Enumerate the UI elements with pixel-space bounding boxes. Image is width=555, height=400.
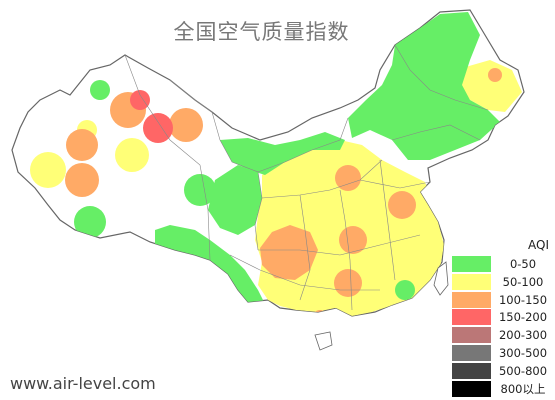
legend-item: 50-100 [452,273,553,290]
aqi-zone-100-150-guangxi [312,310,328,316]
legend-item: 800以上 [452,380,553,397]
legend-item: 100-150 [452,291,553,308]
aqi-zone-0-50-north [220,132,345,175]
aqi-zone-150-200-turpan [143,113,173,143]
aqi-zone-100-150-hami [169,108,203,142]
legend-swatch [452,380,491,397]
aqi-legend: AQI 0-50 50-100 100-150 150-200 200-300 300-5… [452,238,553,398]
aqi-zone-100-150-sichuan [260,225,318,280]
legend-swatch [452,291,491,308]
aqi-zone-100-150-heilongjiang [488,68,502,82]
legend-label: 300-500 [498,346,548,360]
aqi-zone-100-150-hubei [339,226,367,254]
map-title: 全国空气质量指数 [173,20,350,44]
legend-label: 100-150 [498,292,548,307]
legend-item: 300-500 [452,344,553,361]
legend-item: 500-800 [452,362,553,379]
aqi-zone-100-150-hunan [334,269,362,297]
taiwan-outline [433,261,449,296]
aqi-zone-100-150-shanxi [335,165,361,191]
legend-swatch [452,256,491,272]
aqi-zone-0-50-altay [90,80,110,100]
hainan-outline [314,331,333,351]
province-borders [124,44,489,311]
legend-title: AQI [528,238,549,252]
aqi-zone-50-100-kashgar [115,138,149,172]
legend-label: 200-300 [498,328,548,343]
legend-swatch [452,327,491,344]
legend-label: 50-100 [502,274,544,289]
aqi-zone-100-150-bole [66,129,98,161]
aqi-zone-0-50-northeast [348,12,500,160]
legend-swatch [452,345,491,361]
aqi-zone-0-50-qinghai [208,165,262,235]
legend-item: 200-300 [452,326,553,344]
aqi-zone-0-50-fujian [395,280,415,300]
legend-swatch [452,362,491,379]
website-url[interactable]: www.air-level.com [10,374,156,393]
aqi-zone-150-200-karamay [130,90,150,110]
aqi-zone-50-100-west [30,152,66,188]
legend-swatch [452,309,491,326]
aqi-zone-100-150-shandong [388,191,416,219]
aqi-zone-0-50-gansu [184,174,216,206]
legend-label: 150-200 [498,310,548,325]
aqi-zone-100-150-yili [65,163,99,197]
legend-label: 800以上 [500,381,546,396]
legend-item: 150-200 [452,308,553,326]
legend-label: 0-50 [509,257,537,271]
legend-swatch [452,273,491,290]
legend-label: 500-800 [498,363,548,378]
aqi-zone-50-100-northeast [460,60,522,112]
aqi-zone-0-50-hotan [74,206,106,238]
legend-item: 0-50 [452,255,553,272]
